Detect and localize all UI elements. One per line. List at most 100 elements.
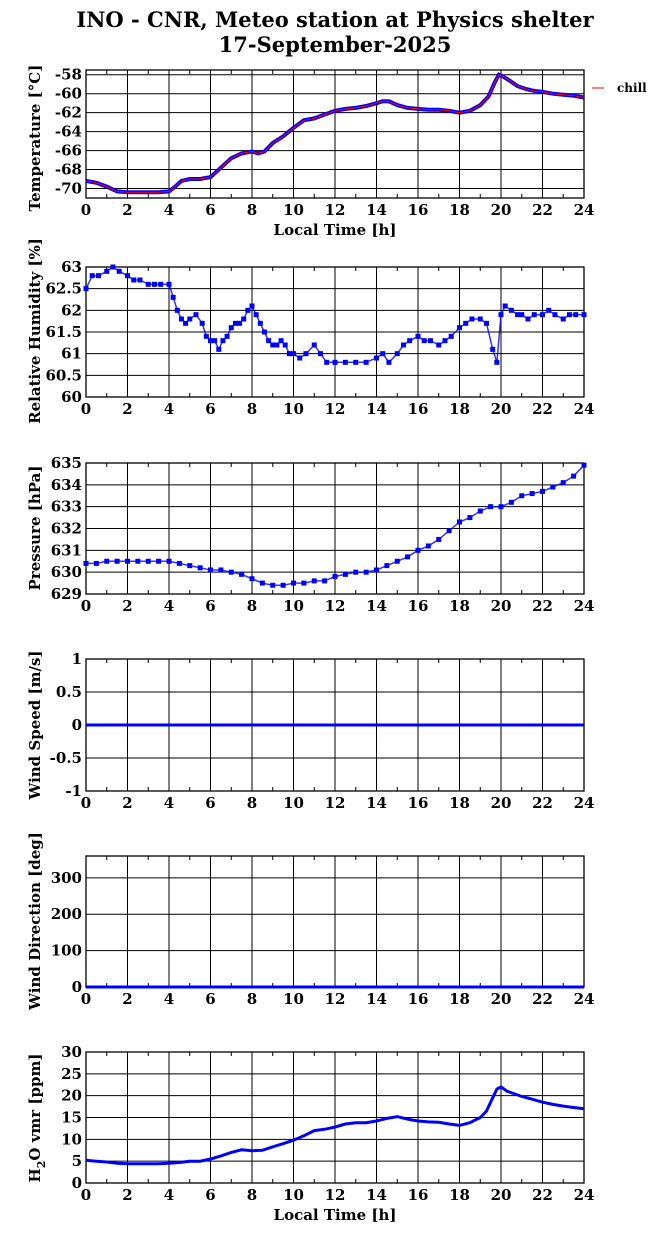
temperature-y-tick-label: -64: [55, 123, 82, 141]
temperature-y-tick-label: -66: [55, 142, 82, 160]
pressure-data-point: [457, 519, 462, 525]
pressure-data-point: [342, 571, 348, 577]
humidity-data-point: [241, 316, 247, 322]
temperature-x-tick-label: 6: [205, 201, 215, 219]
temperature-x-tick-label: 20: [491, 201, 512, 219]
pressure-data-point: [540, 488, 545, 494]
humidity-panel: 0 2 4 6 8 10 12 14 16 18 20 22 246060.56161.56262.56…: [26, 238, 594, 424]
humidity-data-point: [104, 268, 110, 274]
pressure-data-point: [384, 563, 390, 569]
wind-direction-y-tick-label: 100: [51, 942, 82, 960]
humidity-data-point: [531, 312, 537, 318]
temperature-x-tick-label: 0: [81, 201, 91, 219]
humidity-y-tick-label: 63: [61, 258, 82, 276]
pressure-data-point: [83, 560, 89, 566]
wind-direction-y-tick-label: 0: [72, 978, 82, 996]
wind-direction-x-tick-label: 4: [164, 990, 174, 1008]
temperature-x-tick-label: 18: [449, 201, 470, 219]
humidity-data-point: [573, 312, 579, 318]
pressure-x-tick-label: 18: [449, 597, 470, 615]
h2o-x-tick-label: 12: [325, 1186, 346, 1204]
pressure-data-point: [374, 567, 379, 573]
wind-speed-x-tick-label: 10: [283, 794, 304, 812]
humidity-data-point: [442, 338, 448, 344]
pressure-data-point: [249, 576, 255, 582]
temperature-x-tick-label: 16: [408, 201, 429, 219]
humidity-data-point: [286, 351, 292, 357]
pressure-x-tick-label: 10: [283, 597, 304, 615]
pressure-data-point: [166, 558, 172, 564]
pressure-data-point: [405, 554, 411, 560]
wind-speed-y-tick-label: 1: [72, 650, 82, 668]
humidity-data-point: [494, 359, 500, 365]
pressure-data-point: [467, 515, 473, 521]
pressure-data-point: [415, 547, 421, 553]
humidity-x-tick-label: 0: [81, 400, 91, 418]
temperature-x-tick-label: 22: [532, 201, 553, 219]
humidity-data-point: [137, 277, 143, 283]
wind-speed-x-tick-label: 16: [408, 794, 429, 812]
wind-speed-x-tick-label: 2: [122, 794, 132, 812]
wind-direction-x-tick-label: 12: [325, 990, 346, 1008]
pressure-data-point: [322, 578, 328, 584]
pressure-data-point: [477, 508, 483, 514]
pressure-data-point: [208, 567, 213, 573]
pressure-data-point: [560, 480, 566, 486]
temperature-x-tick-label: 2: [122, 201, 132, 219]
humidity-data-point: [342, 359, 348, 365]
wind-direction-x-tick-label: 6: [205, 990, 215, 1008]
humidity-x-tick-label: 6: [205, 400, 215, 418]
humidity-data-point: [386, 359, 392, 365]
humidity-data-point: [212, 338, 218, 344]
temperature-y-tick-label: -70: [55, 180, 82, 198]
wind-direction-y-tick-label: 300: [51, 869, 82, 887]
pressure-x-tick-label: 4: [164, 597, 174, 615]
wind-direction-x-tick-label: 14: [366, 990, 387, 1008]
humidity-data-point: [166, 281, 172, 287]
pressure-x-tick-label: 24: [574, 597, 595, 615]
h2o-x-tick-label: 20: [491, 1186, 512, 1204]
humidity-data-point: [253, 312, 259, 318]
humidity-data-point: [317, 351, 323, 357]
pressure-data-point: [446, 528, 452, 534]
pressure-y-tick-label: 631: [51, 541, 82, 559]
humidity-y-axis-label: Relative Humidity [%]: [26, 238, 44, 424]
humidity-data-point: [552, 312, 558, 318]
wind-direction-x-tick-label: 16: [408, 990, 429, 1008]
h2o-x-tick-label: 2: [122, 1186, 132, 1204]
humidity-data-point: [297, 355, 303, 361]
humidity-data-point: [407, 338, 413, 344]
wind-direction-x-tick-label: 20: [491, 990, 512, 1008]
h2o-x-tick-label: 4: [164, 1186, 174, 1204]
wind-direction-y-axis-label: Wind Direction [deg]: [26, 832, 44, 1011]
temperature-y-tick-label: -58: [55, 66, 82, 84]
humidity-x-tick-label: 14: [366, 400, 387, 418]
humidity-x-tick-label: 18: [449, 400, 470, 418]
h2o-x-tick-label: 22: [532, 1186, 553, 1204]
humidity-data-point: [400, 342, 406, 348]
pressure-data-point: [239, 571, 245, 577]
wind-speed-x-tick-label: 18: [449, 794, 470, 812]
pressure-y-tick-label: 633: [51, 498, 82, 516]
pressure-plot-frame: [85, 462, 585, 595]
wind-speed-y-tick-label: -1: [65, 782, 82, 800]
pressure-data-point: [145, 558, 151, 564]
humidity-data-point: [178, 316, 184, 322]
pressure-data-point: [363, 569, 369, 575]
h2o-y-tick-label: 20: [61, 1087, 82, 1105]
pressure-x-tick-label: 14: [366, 597, 387, 615]
h2o-y-tick-label: 0: [72, 1174, 82, 1192]
humidity-data-point: [540, 312, 545, 318]
humidity-data-point: [515, 312, 521, 318]
humidity-data-point: [237, 320, 243, 326]
wind-speed-x-tick-label: 24: [574, 794, 595, 812]
h2o-x-tick-label: 18: [449, 1186, 470, 1204]
wind-speed-y-tick-label: 0.5: [56, 683, 82, 701]
humidity-data-point: [131, 277, 137, 283]
humidity-data-point: [278, 338, 284, 344]
pressure-data-point: [104, 558, 110, 564]
h2o-y-tick-label: 30: [61, 1043, 82, 1061]
temperature-x-tick-label: 24: [574, 201, 595, 219]
pressure-data-point: [270, 582, 276, 588]
